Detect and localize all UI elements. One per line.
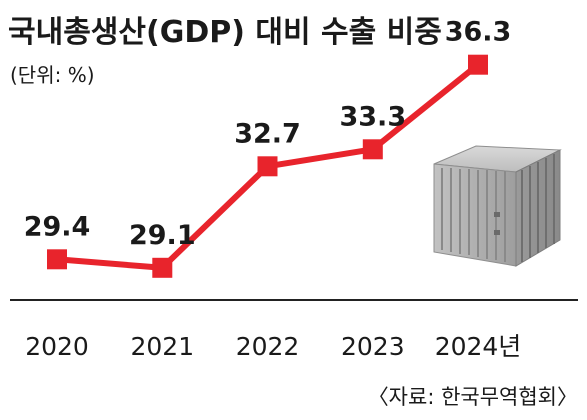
source-note: 〈자료: 한국무역협회〉 bbox=[368, 385, 578, 409]
data-point bbox=[257, 156, 278, 177]
data-point bbox=[362, 139, 383, 160]
data-label: 32.7 bbox=[234, 118, 301, 149]
x-tick-label: 2024년 bbox=[435, 332, 522, 361]
data-label: 33.3 bbox=[339, 101, 406, 132]
data-point bbox=[468, 54, 488, 75]
data-label: 29.4 bbox=[24, 211, 91, 242]
data-label: 36.3 bbox=[445, 17, 512, 48]
data-point bbox=[152, 257, 173, 278]
x-tick-label: 2023 bbox=[341, 332, 405, 361]
chart-title: 국내총생산(GDP) 대비 수출 비중 bbox=[8, 15, 442, 50]
data-point bbox=[47, 249, 67, 270]
plot-area: 29.4 2020 29.1 2021 32.7 2022 33.3 2023 36.3 2024… bbox=[24, 17, 522, 361]
x-tick-label: 2022 bbox=[236, 332, 300, 361]
chart-unit: (단위: %) bbox=[10, 63, 95, 87]
shipping-container-icon bbox=[433, 145, 562, 267]
data-label: 29.1 bbox=[129, 220, 196, 251]
x-tick-label: 2021 bbox=[130, 332, 194, 361]
x-tick-label: 2020 bbox=[25, 332, 89, 361]
